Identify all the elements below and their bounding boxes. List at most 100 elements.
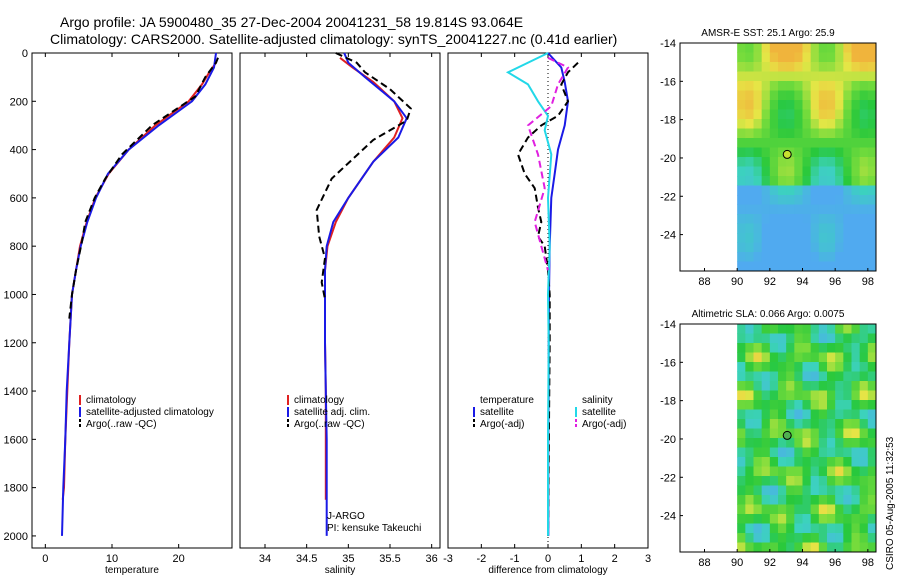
map-cell: [794, 324, 803, 334]
map-cell: [802, 495, 812, 505]
map-cell: [745, 409, 754, 420]
map-cell: [810, 514, 820, 524]
map-cell: [786, 438, 795, 448]
map-cell: [794, 333, 803, 344]
map-cell: [827, 343, 836, 353]
map-cell: [769, 457, 779, 467]
map-cell: [745, 242, 754, 253]
map-cell: [753, 428, 763, 439]
map-cell: [827, 204, 836, 215]
map-cell: [827, 409, 836, 420]
map-cell: [737, 457, 746, 467]
map-cell: [827, 419, 836, 429]
map-cell: [810, 381, 820, 391]
map-cell: [867, 62, 877, 72]
map-cell: [843, 495, 852, 505]
legend-entry: satellite adj. clim.: [294, 407, 370, 418]
map-cell: [843, 157, 852, 167]
map-cell: [818, 514, 828, 524]
plot-frame: [31, 52, 233, 549]
map-cell: [810, 495, 820, 505]
map-cell: [859, 157, 869, 167]
map-cell: [761, 71, 771, 82]
y-tick-label: 600: [10, 193, 28, 205]
map-cell: [851, 466, 861, 477]
map-cell: [859, 195, 869, 205]
map-cell: [843, 381, 852, 391]
map-cell: [778, 409, 787, 420]
map-cell: [745, 90, 754, 101]
map-cell: [843, 438, 852, 448]
map-cell: [835, 409, 844, 420]
map-frame: [679, 323, 877, 553]
map-cell: [867, 71, 877, 82]
map-cell: [818, 185, 828, 196]
map-cell: [745, 400, 754, 410]
map-cell: [778, 109, 787, 120]
map-cell: [818, 62, 828, 72]
map-cell: [753, 214, 763, 224]
map-cell: [778, 333, 787, 344]
map-cell: [835, 333, 844, 344]
map-cell: [786, 43, 795, 53]
map-cell: [851, 333, 861, 344]
map-cell: [810, 457, 820, 467]
map-cell: [835, 128, 844, 139]
map-cell: [818, 252, 828, 262]
map-cell: [753, 485, 763, 496]
map-cell: [851, 71, 861, 82]
map-cell: [769, 362, 779, 372]
map-cell: [835, 419, 844, 429]
map-cell: [745, 371, 754, 382]
map-cell: [786, 62, 795, 72]
map-cell: [859, 52, 869, 63]
map-cell: [761, 90, 771, 101]
map-cell: [753, 52, 763, 63]
map-cell: [827, 119, 836, 129]
map-cell: [737, 157, 746, 167]
map-cell: [778, 419, 787, 429]
map-cell: [794, 119, 803, 129]
map-cell: [745, 223, 754, 234]
map-cell: [794, 476, 803, 486]
map-cell: [851, 428, 861, 439]
map-cell: [769, 242, 779, 253]
map-cell: [769, 185, 779, 196]
map-cell: [778, 128, 787, 139]
map-cell: [745, 324, 754, 334]
map-cell: [859, 400, 869, 410]
map-cell: [794, 62, 803, 72]
map-cell: [769, 495, 779, 505]
map-cell: [753, 176, 763, 186]
x-tick-label: 1: [578, 553, 584, 565]
map-cell: [867, 90, 877, 101]
map-cell: [737, 542, 746, 553]
map-cell: [843, 81, 852, 91]
map-cell: [745, 214, 754, 224]
map-cell: [810, 466, 820, 477]
map-cell: [810, 214, 820, 224]
y-tick-label: 1200: [4, 338, 28, 350]
map-cell: [753, 390, 763, 401]
map-cell: [810, 324, 820, 334]
x-tick-label: 35: [342, 553, 354, 565]
map-cell: [867, 223, 877, 234]
map-cell: [810, 419, 820, 429]
series-line-2: [68, 57, 219, 319]
map-cell: [753, 43, 763, 53]
map-cell: [786, 119, 795, 129]
map-cell: [794, 81, 803, 91]
map-cell: [745, 261, 754, 272]
map-cell: [737, 119, 746, 129]
map-cell: [769, 71, 779, 82]
map-cell: [745, 138, 754, 148]
map-cell: [786, 185, 795, 196]
y-tick-label: 200: [10, 96, 28, 108]
map-cell: [802, 514, 812, 524]
map-cell: [810, 343, 820, 353]
map-cell: [802, 333, 812, 344]
map-cell: [802, 438, 812, 448]
map-cell: [761, 81, 771, 91]
map-cell: [786, 343, 795, 353]
map-cell: [859, 381, 869, 391]
